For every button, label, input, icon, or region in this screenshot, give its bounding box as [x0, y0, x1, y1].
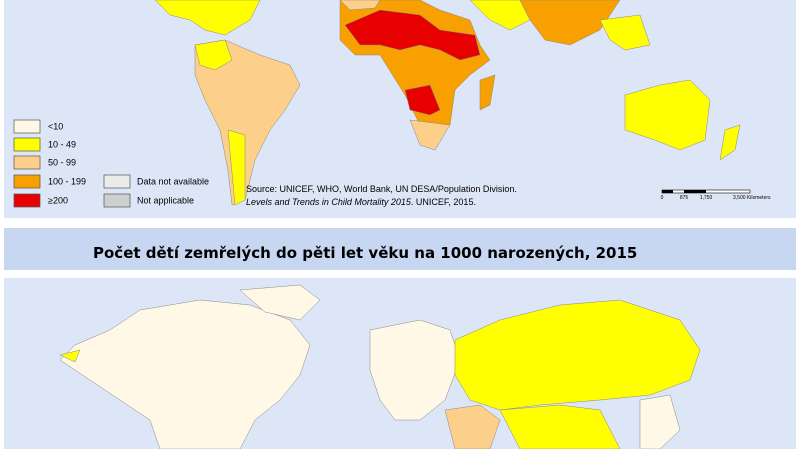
- source-italic: Levels and Trends in Child Mortality 201…: [246, 197, 412, 207]
- title-band: [4, 228, 796, 270]
- legend-swatch: [13, 193, 41, 208]
- legend-swatch: [13, 174, 41, 189]
- legend-label: Not applicable: [137, 195, 194, 205]
- legend-label: 10 - 49: [48, 139, 76, 149]
- scale-label: 3,500 Kilometers: [733, 195, 771, 201]
- legend-swatch: [13, 119, 41, 134]
- top-map-land: [154, 0, 741, 206]
- bottom-map-land: [59, 284, 701, 449]
- legend-swatch: [103, 193, 131, 208]
- legend-label: <10: [48, 121, 63, 131]
- source-text: Levels and Trends in Child Mortality 201…: [246, 197, 476, 207]
- scale-bar: [661, 189, 751, 194]
- legend-swatch: [13, 137, 41, 152]
- scale-label: 0: [661, 195, 664, 201]
- legend-label: ≥200: [48, 195, 68, 205]
- legend-swatch: [103, 174, 131, 189]
- source-text: Source: UNICEF, WHO, World Bank, UN DESA…: [246, 184, 517, 194]
- scale-label: 875: [680, 195, 689, 201]
- scale-label: 1,750: [700, 195, 713, 201]
- legend-label: Data not available: [137, 176, 209, 186]
- legend: [13, 119, 131, 208]
- legend-swatch: [13, 155, 41, 170]
- source-rest: . UNICEF, 2015.: [411, 197, 476, 207]
- legend-label: 50 - 99: [48, 157, 76, 167]
- title: Počet dětí zemřelých do pěti let věku na…: [93, 244, 637, 262]
- legend-label: 100 - 199: [48, 176, 86, 186]
